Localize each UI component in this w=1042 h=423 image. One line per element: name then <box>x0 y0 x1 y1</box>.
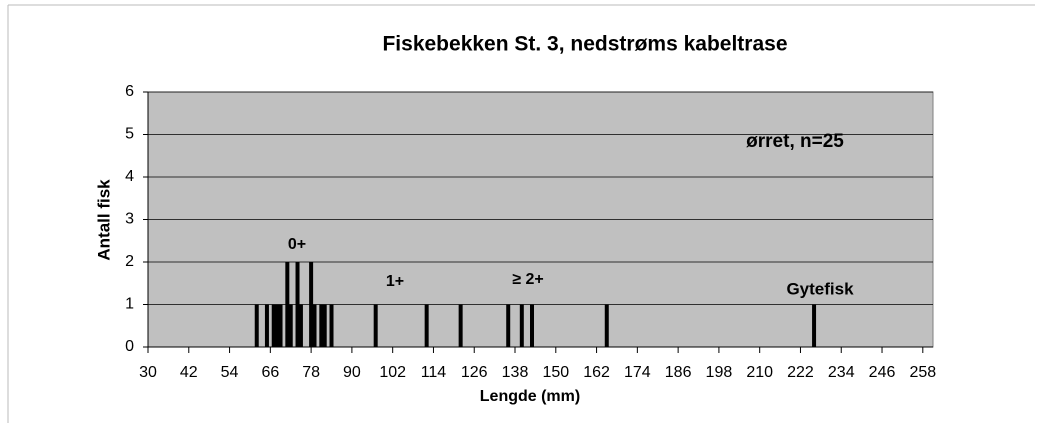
bar <box>530 304 535 347</box>
bar <box>254 304 259 347</box>
x-tick-label: 90 <box>343 364 361 381</box>
bar <box>506 304 511 347</box>
x-axis-label: Lengde (mm) <box>480 388 580 405</box>
x-tick-label: 186 <box>665 364 692 381</box>
bar <box>458 304 463 347</box>
y-tick-label: 0 <box>125 338 134 355</box>
x-tick-label: 162 <box>583 364 610 381</box>
bar <box>264 304 269 347</box>
x-tick-label: 138 <box>502 364 529 381</box>
x-tick-label: 210 <box>746 364 773 381</box>
x-tick-label: 198 <box>706 364 733 381</box>
bar <box>275 304 280 347</box>
x-tick-label: 42 <box>180 364 198 381</box>
x-tick-label: 126 <box>461 364 488 381</box>
bar <box>604 304 609 347</box>
y-tick-label: 1 <box>125 296 134 313</box>
x-tick-label: 114 <box>421 364 447 381</box>
bar <box>322 304 327 347</box>
x-tick-label: 222 <box>787 364 814 381</box>
y-tick-label: 2 <box>125 253 134 270</box>
chart-title: Fiskebekken St. 3, nedstrøms kabeltrase <box>382 33 787 56</box>
bar <box>373 304 378 347</box>
annotation: ≥ 2+ <box>512 271 543 288</box>
x-tick-label: 66 <box>261 364 279 381</box>
bar <box>329 304 334 347</box>
x-tick-label: 258 <box>909 364 936 381</box>
y-tick-label: 4 <box>125 168 134 185</box>
bar <box>519 304 524 347</box>
annotation: 0+ <box>288 236 306 253</box>
x-tick-label: 54 <box>221 364 239 381</box>
x-tick-label: 150 <box>542 364 569 381</box>
bar <box>812 304 817 347</box>
bar <box>271 304 276 347</box>
x-tick-label: 30 <box>139 364 157 381</box>
y-axis-label: Antall fisk <box>94 179 113 261</box>
y-tick-label: 3 <box>125 211 134 228</box>
bar <box>295 262 300 347</box>
x-tick-label: 78 <box>302 364 320 381</box>
annotation: 1+ <box>386 273 404 290</box>
bar <box>312 304 317 347</box>
bar <box>285 262 290 347</box>
x-tick-label: 102 <box>379 364 406 381</box>
y-tick-label: 5 <box>125 126 134 143</box>
y-tick-label: 6 <box>125 83 134 100</box>
bar <box>309 262 314 347</box>
x-tick-label: 246 <box>869 364 896 381</box>
x-tick-label: 174 <box>624 364 651 381</box>
bar <box>298 304 303 347</box>
bar <box>278 304 283 347</box>
annotation: ørret, n=25 <box>746 131 844 152</box>
annotation: Gytefisk <box>786 279 854 298</box>
bar <box>424 304 429 347</box>
bar <box>288 304 293 347</box>
x-tick-label: 234 <box>828 364 855 381</box>
bar <box>319 304 324 347</box>
